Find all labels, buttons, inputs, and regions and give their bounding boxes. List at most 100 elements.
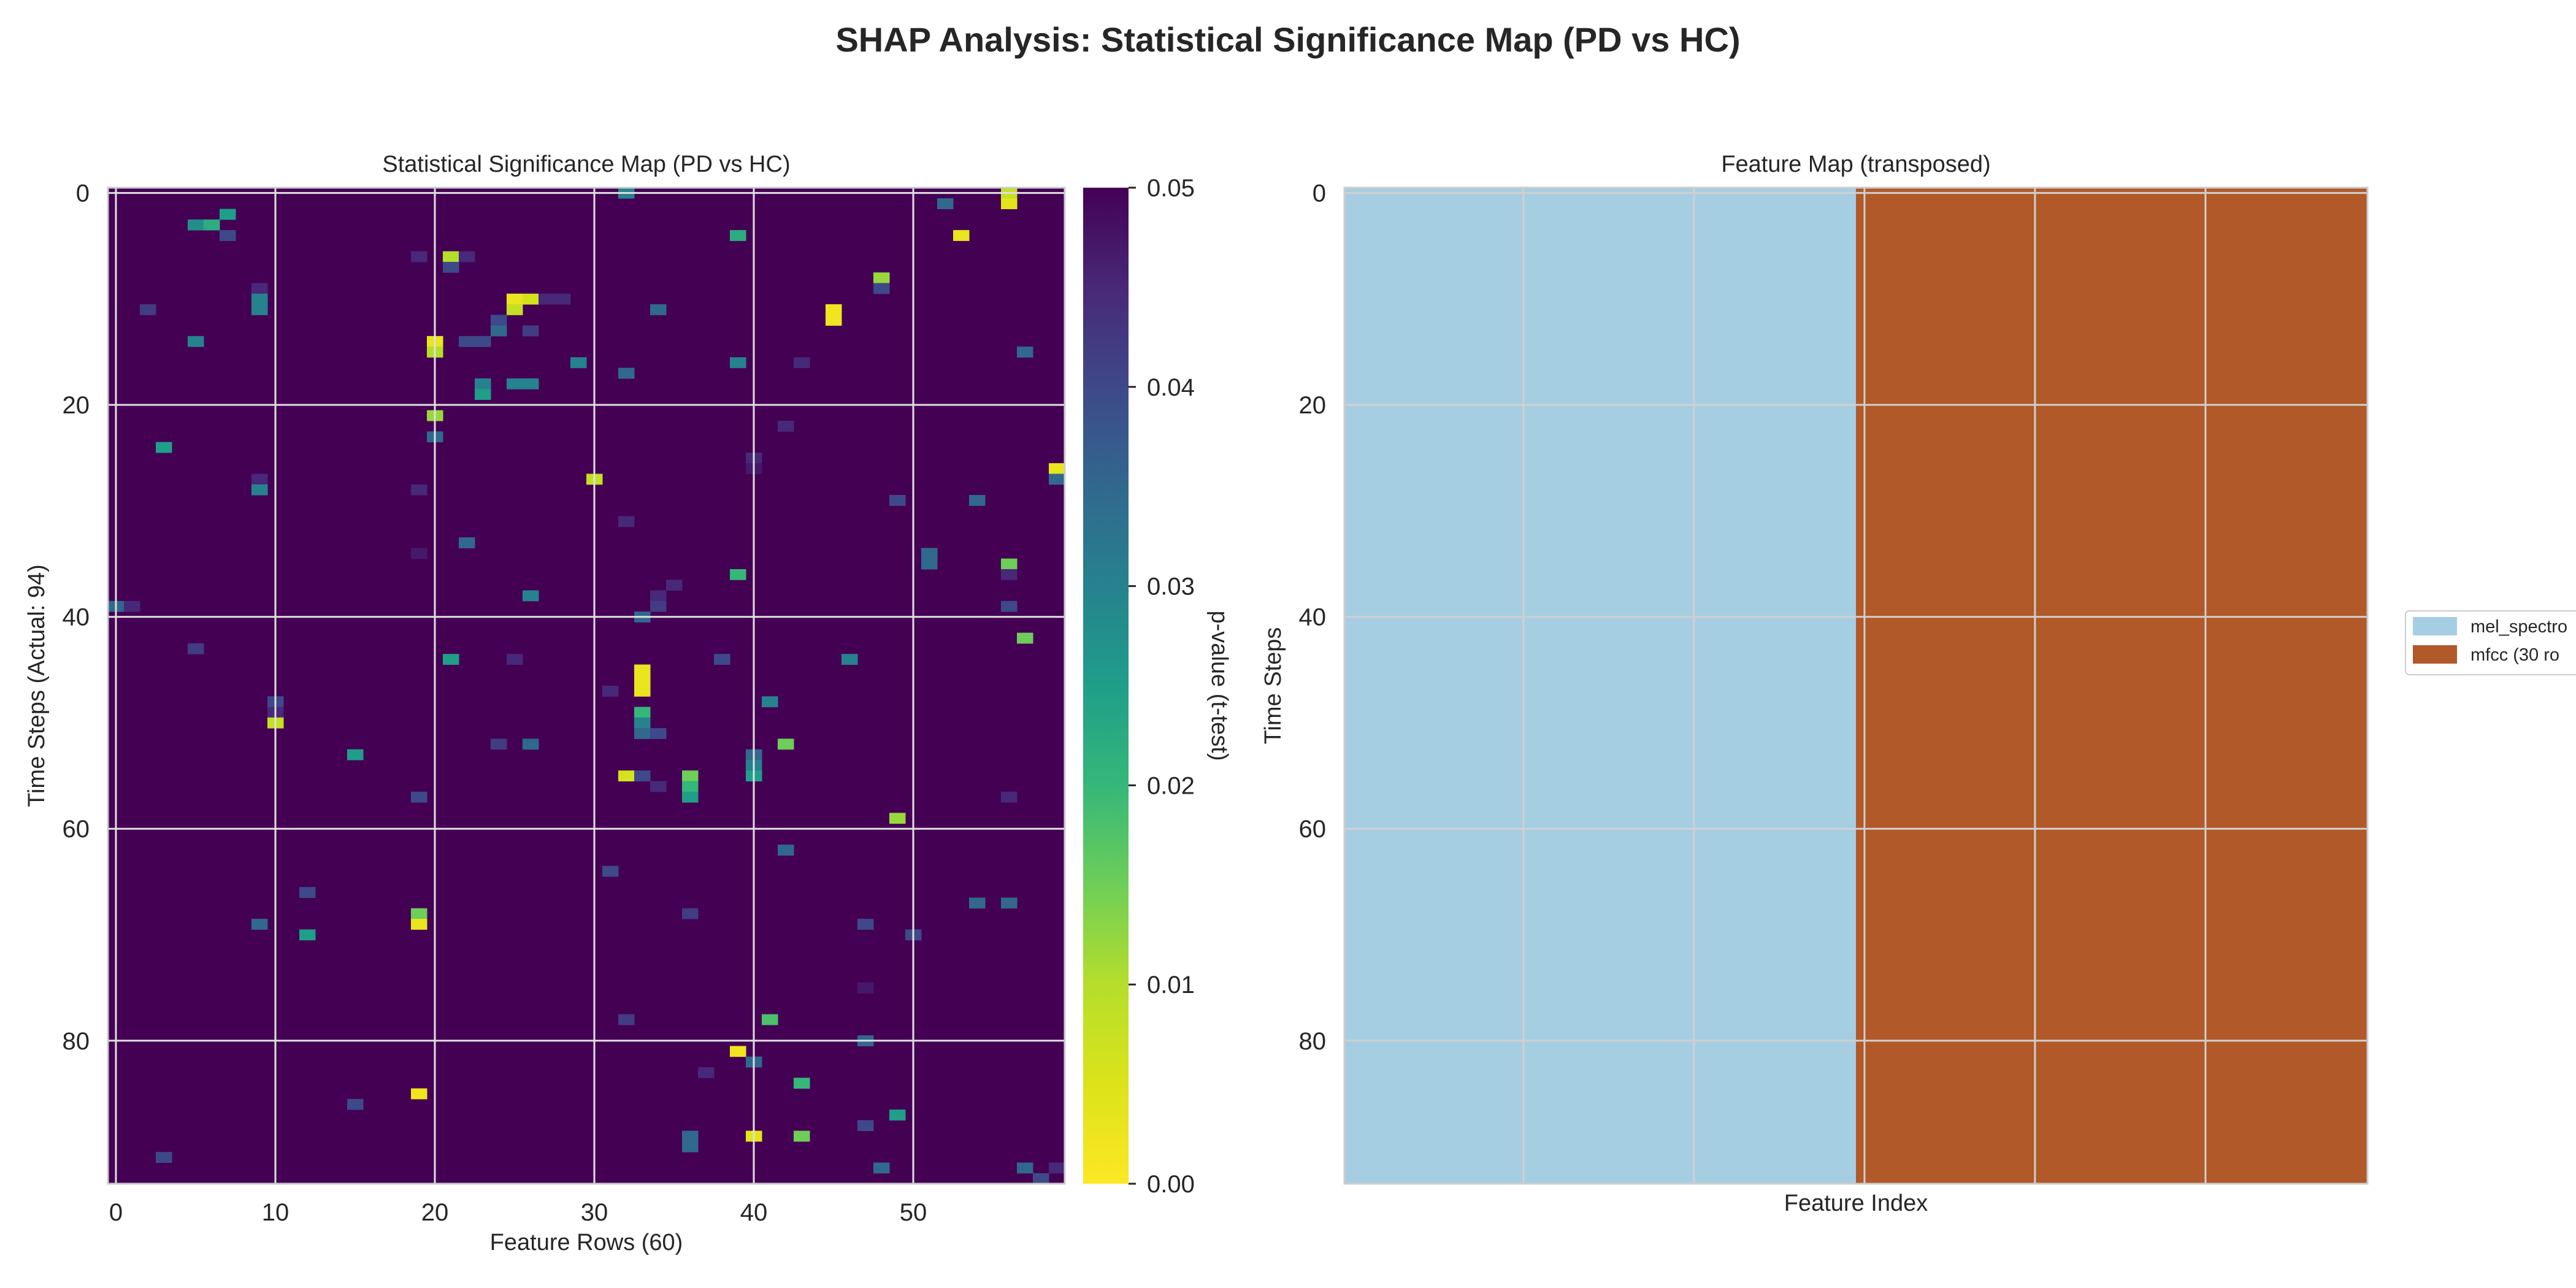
y-tick-label: 80: [63, 1028, 90, 1055]
heatmap-cell: [523, 738, 539, 750]
heatmap-cell: [873, 283, 890, 294]
significance-map-title: Statistical Significance Map (PD vs HC): [382, 151, 790, 177]
heatmap-cell: [969, 897, 986, 909]
heatmap-cell: [1001, 791, 1018, 803]
x-tick-label: 40: [740, 1199, 768, 1226]
heatmap-cell: [634, 717, 651, 729]
heatmap-cell: [873, 1162, 890, 1174]
heatmap-cell: [459, 251, 475, 263]
heatmap-cell: [650, 600, 667, 612]
heatmap-cell: [491, 325, 507, 337]
heatmap-cell: [1001, 897, 1018, 909]
y-tick-label: 0: [1313, 180, 1326, 207]
heatmap-cell: [459, 537, 475, 548]
heatmap-cell: [682, 908, 699, 919]
heatmap-cell: [682, 781, 699, 792]
heatmap-cell: [1049, 473, 1065, 485]
heatmap-cell: [618, 1014, 635, 1025]
heatmap-cell: [682, 791, 699, 803]
heatmap-cell: [188, 643, 204, 654]
heatmap-cell: [762, 696, 778, 708]
heatmap-cell: [682, 1130, 699, 1142]
y-tick-label: 80: [1299, 1028, 1327, 1055]
heatmap-cell: [650, 728, 667, 739]
heatmap-cell: [650, 304, 667, 315]
heatmap-cell: [634, 707, 651, 718]
heatmap-cell: [475, 389, 491, 401]
heatmap-cell: [762, 1014, 778, 1025]
heatmap-cell: [124, 600, 140, 612]
heatmap-cell: [682, 1141, 699, 1152]
heatmap-cell: [411, 548, 427, 559]
significance-map-y-label: Time Steps (Actual: 94): [24, 564, 50, 807]
heatmap-cell: [634, 686, 651, 697]
heatmap-cell: [411, 251, 427, 263]
heatmap-cell: [889, 1110, 906, 1121]
heatmap-cell: [251, 304, 268, 315]
feature-region-block: [1856, 188, 2367, 1184]
colorbar-tick-label: 0.04: [1147, 374, 1195, 401]
heatmap-cell: [491, 315, 507, 326]
heatmap-cell: [1017, 632, 1033, 644]
heatmap-cell: [411, 908, 427, 919]
heatmap-cell: [889, 813, 906, 824]
heatmap-cell: [140, 304, 156, 315]
colorbar: 0.00 0.01 0.02 0.03 0.04 0.05 p-value (t-test…: [1083, 175, 1232, 1198]
heatmap-cell: [778, 845, 794, 856]
heatmap-cell: [507, 654, 523, 665]
heatmap-cell: [730, 1046, 746, 1057]
heatmap-cell: [1033, 1173, 1049, 1184]
x-tick-label: 30: [581, 1199, 608, 1226]
feature-map-regions: [1344, 188, 2367, 1184]
heatmap-cell: [857, 982, 874, 994]
feature-map-title: Feature Map (transposed): [1721, 151, 1990, 177]
feature-map-grid: [1344, 188, 2367, 1184]
significance-map-frame: [107, 186, 1066, 1185]
heatmap-cell: [491, 738, 507, 750]
heatmap-cell: [1049, 1162, 1065, 1174]
heatmap-cell: [937, 198, 954, 210]
colorbar-tick-label: 0.05: [1147, 175, 1195, 202]
heatmap-cell: [730, 569, 746, 580]
heatmap-cell: [347, 1098, 364, 1110]
significance-map-panel: Statistical Significance Map (PD vs HC) …: [24, 151, 1066, 1255]
significance-map-x-label: Feature Rows (60): [490, 1230, 683, 1255]
legend-swatch: [2413, 617, 2457, 635]
heatmap-cell: [443, 251, 459, 263]
heatmap-cell: [730, 230, 746, 241]
colorbar-tick-label: 0.03: [1147, 573, 1195, 600]
significance-map-background: [108, 188, 1065, 1184]
heatmap-cell: [347, 749, 364, 761]
heatmap-cell: [156, 1152, 172, 1163]
heatmap-cell: [299, 929, 316, 941]
heatmap-cell: [857, 919, 874, 930]
heatmap-cell: [618, 516, 635, 527]
heatmap-cell: [507, 378, 523, 389]
feature-map-frame: [1343, 186, 2369, 1185]
heatmap-cell: [570, 357, 587, 369]
heatmap-cell: [443, 654, 459, 665]
y-tick-label: 20: [1299, 392, 1327, 419]
heatmap-cell: [220, 209, 236, 220]
heatmap-cell: [921, 548, 938, 559]
feature-map-x-label: Feature Index: [1784, 1190, 1928, 1216]
heatmap-cell: [650, 781, 667, 792]
heatmap-cell: [475, 335, 491, 347]
heatmap-cell: [618, 770, 635, 781]
x-tick-label: 10: [262, 1199, 289, 1226]
heatmap-cell: [443, 261, 459, 273]
heatmap-cell: [1017, 347, 1033, 358]
heatmap-cell: [1001, 198, 1018, 210]
y-tick-label: 0: [76, 180, 90, 207]
heatmap-cell: [156, 442, 172, 453]
significance-map-grid: [108, 188, 1065, 1184]
figure-suptitle: SHAP Analysis: Statistical Significance …: [835, 20, 1740, 59]
heatmap-cell: [459, 335, 475, 347]
heatmap-cell: [1001, 558, 1018, 570]
heatmap-cell: [1001, 600, 1018, 612]
legend-swatch: [2413, 645, 2457, 664]
heatmap-cell: [634, 664, 651, 676]
heatmap-cell: [602, 865, 619, 877]
